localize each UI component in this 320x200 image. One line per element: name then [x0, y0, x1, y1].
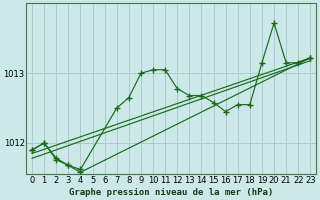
X-axis label: Graphe pression niveau de la mer (hPa): Graphe pression niveau de la mer (hPa) — [69, 188, 273, 197]
